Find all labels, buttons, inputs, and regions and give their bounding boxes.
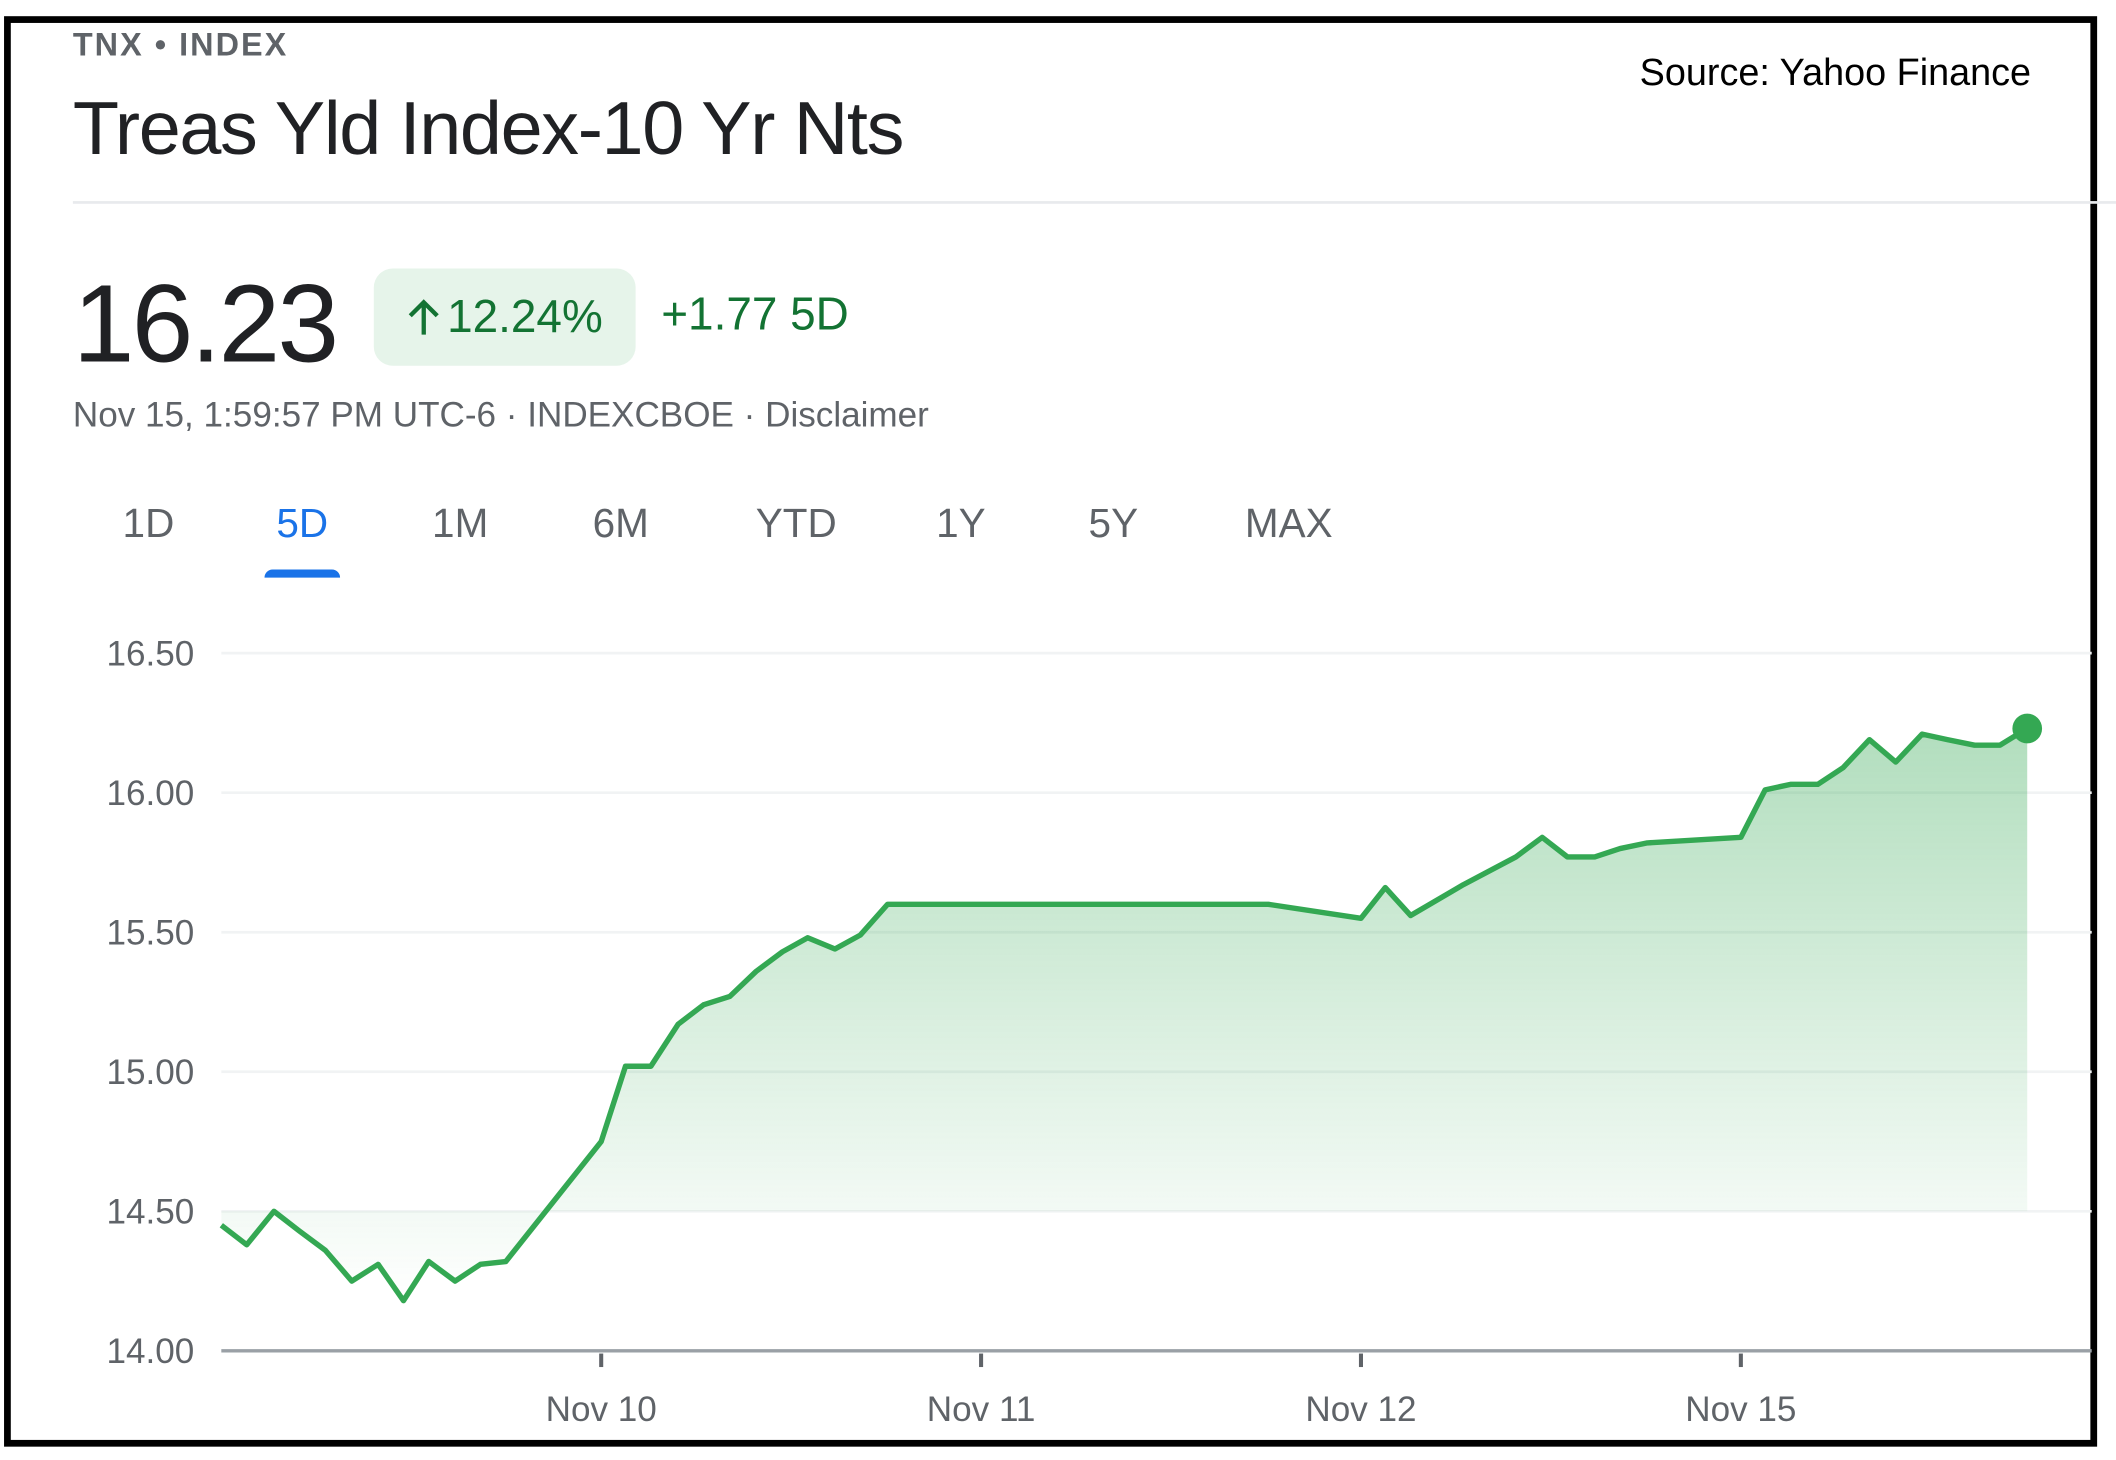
change-percent-badge: 12.24% bbox=[373, 268, 636, 366]
tab-1m[interactable]: 1M bbox=[432, 502, 489, 547]
current-price: 16.23 bbox=[72, 263, 339, 386]
separator: · bbox=[733, 394, 766, 435]
tab-5d[interactable]: 5D bbox=[216, 502, 389, 548]
source-label: Source: Yahoo Finance bbox=[1639, 51, 2032, 94]
separator: · bbox=[496, 394, 528, 435]
tab-max[interactable]: MAX bbox=[1244, 502, 1333, 547]
tab-1y[interactable]: 1Y bbox=[936, 502, 986, 547]
y-tick-label: 14.00 bbox=[107, 1332, 195, 1371]
y-tick-label: 16.50 bbox=[107, 634, 195, 673]
x-tick-label: Nov 15 bbox=[1685, 1390, 1796, 1429]
x-tick-label: Nov 10 bbox=[546, 1390, 657, 1429]
quote-meta: Nov 15, 1:59:57 PM UTC-6 · INDEXCBOE · D… bbox=[73, 394, 929, 436]
last-price-dot bbox=[2012, 713, 2043, 744]
y-tick-label: 15.50 bbox=[107, 913, 195, 952]
timestamp: Nov 15, 1:59:57 PM UTC-6 bbox=[72, 394, 497, 435]
tab-1d[interactable]: 1D bbox=[122, 502, 175, 547]
x-tick-label: Nov 11 bbox=[927, 1390, 1036, 1429]
price-area bbox=[221, 728, 2028, 1301]
change-absolute: +1.77 5D bbox=[661, 288, 849, 341]
x-tick-label: Nov 12 bbox=[1305, 1390, 1416, 1429]
price-line bbox=[219, 726, 2029, 1304]
range-tabs: 1D 5D 1M 6M YTD 1Y 5Y MAX bbox=[81, 502, 1390, 548]
tab-6m[interactable]: 6M bbox=[592, 502, 649, 547]
ticker-label: TNX • INDEX bbox=[72, 26, 289, 64]
tab-5y[interactable]: 5Y bbox=[1088, 502, 1139, 547]
page-title: Treas Yld Index-10 Yr Nts bbox=[72, 85, 905, 171]
disclaimer-link[interactable]: Disclaimer bbox=[765, 394, 929, 435]
arrow-up-icon bbox=[409, 299, 440, 335]
tab-ytd[interactable]: YTD bbox=[755, 502, 837, 547]
exchange: INDEXCBOE bbox=[527, 394, 734, 435]
y-tick-label: 16.00 bbox=[107, 774, 195, 813]
y-tick-label: 14.50 bbox=[107, 1192, 195, 1231]
y-tick-label: 15.00 bbox=[107, 1053, 195, 1092]
divider bbox=[72, 201, 2116, 204]
change-percent: 12.24% bbox=[447, 290, 603, 343]
card-border bbox=[4, 16, 2098, 1447]
